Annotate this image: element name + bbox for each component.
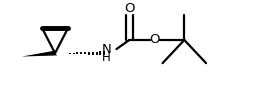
Text: H: H bbox=[102, 51, 111, 64]
Text: O: O bbox=[124, 2, 135, 15]
Text: N: N bbox=[101, 43, 111, 56]
Polygon shape bbox=[22, 51, 57, 56]
Text: O: O bbox=[150, 33, 160, 46]
